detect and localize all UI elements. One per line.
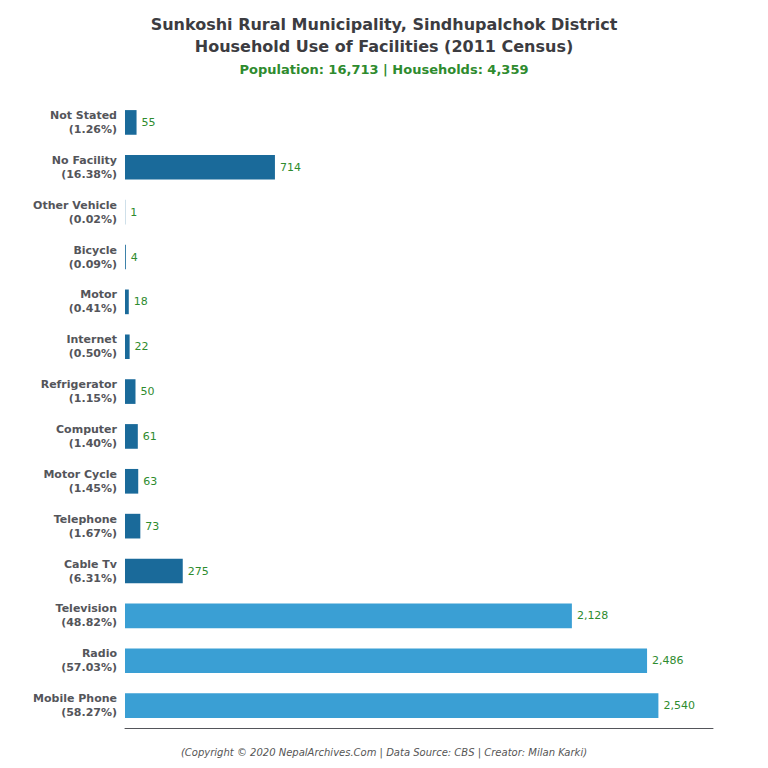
svg-text:(1.45%): (1.45%) xyxy=(69,482,117,495)
svg-text:(0.02%): (0.02%) xyxy=(69,213,117,226)
svg-text:(48.82%): (48.82%) xyxy=(61,616,117,629)
svg-text:Not Stated: Not Stated xyxy=(50,109,117,122)
svg-text:Household Use of Facilities (2: Household Use of Facilities (2011 Census… xyxy=(195,37,573,56)
svg-text:61: 61 xyxy=(143,430,157,443)
svg-text:2,540: 2,540 xyxy=(663,699,695,712)
svg-text:63: 63 xyxy=(143,475,157,488)
svg-text:(6.31%): (6.31%) xyxy=(69,572,117,585)
svg-text:18: 18 xyxy=(134,295,148,308)
svg-text:55: 55 xyxy=(142,116,156,129)
svg-text:(16.38%): (16.38%) xyxy=(61,168,117,181)
svg-text:1: 1 xyxy=(130,206,137,219)
svg-text:(1.67%): (1.67%) xyxy=(69,527,117,540)
svg-text:Cable Tv: Cable Tv xyxy=(64,558,118,571)
svg-text:Refrigerator: Refrigerator xyxy=(41,378,118,391)
svg-text:(0.41%): (0.41%) xyxy=(69,302,117,315)
svg-text:714: 714 xyxy=(280,161,301,174)
svg-text:(57.03%): (57.03%) xyxy=(61,661,117,674)
svg-text:No Facility: No Facility xyxy=(52,154,117,167)
svg-text:Sunkoshi Rural Municipality, S: Sunkoshi Rural Municipality, Sindhupalch… xyxy=(151,15,618,34)
svg-text:Motor: Motor xyxy=(80,288,117,301)
svg-text:(0.09%): (0.09%) xyxy=(69,258,117,271)
svg-text:50: 50 xyxy=(141,385,155,398)
svg-text:Other Vehicle: Other Vehicle xyxy=(33,199,117,212)
svg-text:Television: Television xyxy=(56,602,117,615)
svg-text:Mobile Phone: Mobile Phone xyxy=(33,692,117,705)
svg-text:(58.27%): (58.27%) xyxy=(61,706,117,719)
svg-text:(0.50%): (0.50%) xyxy=(69,347,117,360)
svg-text:Computer: Computer xyxy=(56,423,118,436)
svg-text:Telephone: Telephone xyxy=(54,513,117,526)
svg-text:275: 275 xyxy=(188,565,209,578)
svg-text:4: 4 xyxy=(131,251,138,264)
svg-text:(Copyright © 2020 NepalArchive: (Copyright © 2020 NepalArchives.Com | Da… xyxy=(181,747,587,759)
svg-text:(1.40%): (1.40%) xyxy=(69,437,117,450)
svg-text:22: 22 xyxy=(135,340,149,353)
svg-text:Population: 16,713 | Household: Population: 16,713 | Households: 4,359 xyxy=(240,62,529,77)
svg-text:(1.26%): (1.26%) xyxy=(69,123,117,136)
svg-text:Motor Cycle: Motor Cycle xyxy=(43,468,117,481)
svg-text:Internet: Internet xyxy=(66,333,117,346)
svg-text:(1.15%): (1.15%) xyxy=(69,392,117,405)
svg-text:Bicycle: Bicycle xyxy=(73,244,117,257)
svg-text:73: 73 xyxy=(145,520,159,533)
svg-text:Radio: Radio xyxy=(82,647,118,660)
svg-text:2,128: 2,128 xyxy=(577,609,609,622)
svg-text:2,486: 2,486 xyxy=(652,654,684,667)
